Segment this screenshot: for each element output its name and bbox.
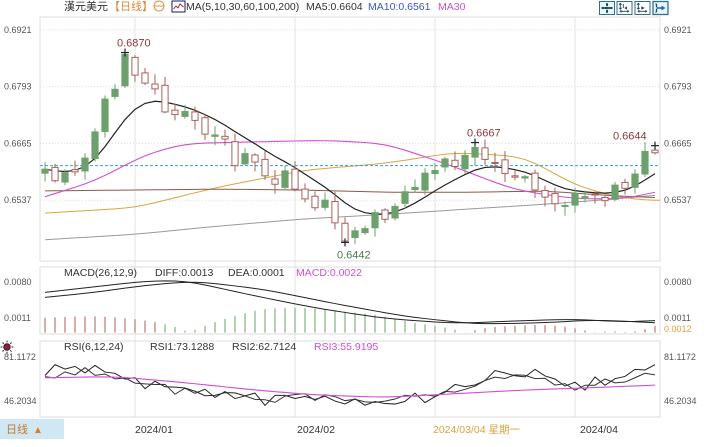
svg-text:0.0011: 0.0011 bbox=[664, 313, 691, 323]
svg-text:0.6665: 0.6665 bbox=[664, 138, 692, 148]
svg-text:0.6667: 0.6667 bbox=[467, 128, 501, 140]
svg-text:0.0012: 0.0012 bbox=[664, 324, 692, 334]
svg-text:MA10:0.6561: MA10:0.6561 bbox=[368, 1, 431, 13]
svg-text:DEA:0.0001: DEA:0.0001 bbox=[228, 267, 285, 279]
svg-text:46.2034: 46.2034 bbox=[664, 396, 697, 406]
svg-text:MA30: MA30 bbox=[438, 1, 466, 13]
svg-text:2024/03/04 星期一: 2024/03/04 星期一 bbox=[433, 424, 520, 436]
svg-text:▲: ▲ bbox=[33, 425, 43, 436]
svg-text:RSI1:73.1288: RSI1:73.1288 bbox=[150, 341, 214, 353]
svg-text:RSI3:55.9195: RSI3:55.9195 bbox=[314, 341, 378, 353]
svg-text:0.6921: 0.6921 bbox=[4, 25, 32, 35]
svg-text:MA(5,10,30,60,100,200): MA(5,10,30,60,100,200) bbox=[186, 1, 299, 13]
svg-text:0.6665: 0.6665 bbox=[4, 138, 32, 148]
svg-text:RSI(6,12,24): RSI(6,12,24) bbox=[64, 341, 124, 353]
svg-text:0.6537: 0.6537 bbox=[664, 195, 692, 205]
svg-text:0.6793: 0.6793 bbox=[664, 82, 692, 92]
svg-text:DIFF:0.0013: DIFF:0.0013 bbox=[155, 267, 214, 279]
svg-text:0.0080: 0.0080 bbox=[4, 277, 32, 287]
svg-text:日线: 日线 bbox=[6, 422, 28, 436]
svg-text:0.6870: 0.6870 bbox=[117, 37, 151, 49]
svg-text:RSI2:62.7124: RSI2:62.7124 bbox=[232, 341, 296, 353]
svg-text:0.6921: 0.6921 bbox=[664, 25, 692, 35]
svg-text:MACD(26,12,9): MACD(26,12,9) bbox=[64, 267, 137, 279]
svg-text:0.6537: 0.6537 bbox=[4, 195, 32, 205]
svg-text:0.0011: 0.0011 bbox=[4, 313, 31, 323]
svg-text:0.0080: 0.0080 bbox=[664, 277, 692, 287]
svg-text:2024/01: 2024/01 bbox=[135, 424, 173, 436]
svg-text:0.6442: 0.6442 bbox=[337, 249, 371, 261]
svg-text:MACD:0.0022: MACD:0.0022 bbox=[296, 267, 362, 279]
svg-text:0.6793: 0.6793 bbox=[4, 82, 32, 92]
svg-text:【日线】: 【日线】 bbox=[109, 0, 153, 13]
svg-text:81.1172: 81.1172 bbox=[4, 352, 36, 362]
svg-text:2024/02: 2024/02 bbox=[297, 424, 335, 436]
svg-text:0.6644: 0.6644 bbox=[613, 131, 647, 143]
svg-text:46.2034: 46.2034 bbox=[4, 396, 37, 406]
svg-text:81.1172: 81.1172 bbox=[664, 352, 696, 362]
svg-text:漢元美元: 漢元美元 bbox=[64, 0, 108, 13]
svg-text:2024/04: 2024/04 bbox=[580, 424, 618, 436]
svg-text:MA5:0.6604: MA5:0.6604 bbox=[306, 1, 363, 13]
